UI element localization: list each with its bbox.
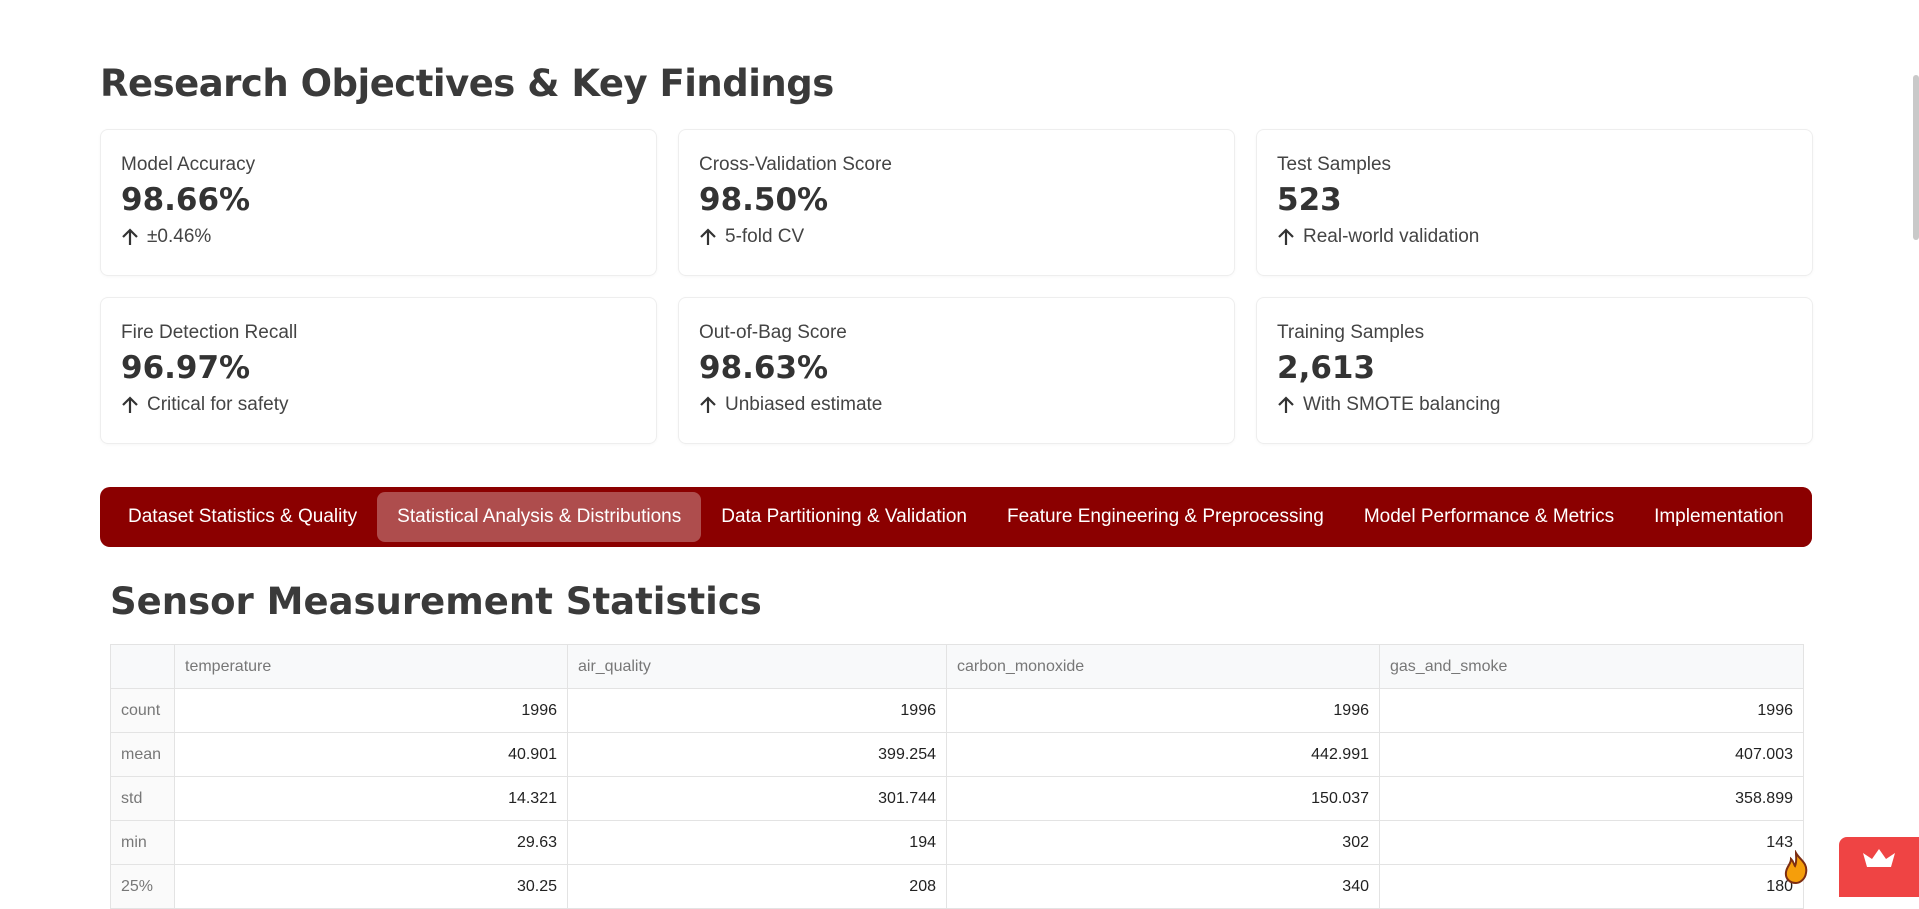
metric-card: Fire Detection Recall 96.97% Critical for … [100, 297, 657, 444]
arrow-up-icon [122, 396, 138, 413]
metric-label: Fire Detection Recall [121, 322, 298, 343]
table-cell: 340 [946, 864, 1380, 909]
metric-cards: Model Accuracy 98.66% ±0.46% Cross-Validati… [100, 129, 1813, 444]
metric-label: Training Samples [1277, 322, 1425, 343]
metric-card: Training Samples 2,613 With SMOTE balancin… [1256, 297, 1813, 444]
tab[interactable]: Statistical Analysis & Distributions [377, 492, 702, 542]
metric-card: Test Samples 523 Real-world validation [1256, 129, 1813, 276]
metric-label: Out-of-Bag Score [699, 322, 847, 343]
table-cell: 301.744 [567, 776, 947, 821]
table-row: count 1996 1996 1996 1996 [110, 688, 1804, 733]
metric-note: Real-world validation [1277, 226, 1792, 248]
metric-note-text: 5-fold CV [725, 226, 805, 247]
table-cell: 1996 [946, 688, 1380, 733]
crown-icon [1863, 849, 1895, 867]
tab[interactable]: Implementation [1654, 506, 1784, 527]
metric-note-text: With SMOTE balancing [1303, 394, 1501, 415]
table-cell: 1996 [174, 688, 568, 733]
row-label: std [110, 776, 175, 821]
row-label: min [110, 820, 175, 865]
metric-value: 98.63% [699, 350, 829, 386]
table-cell: 1996 [1379, 688, 1804, 733]
arrow-up-icon [1278, 396, 1294, 413]
table-cell: 150.037 [946, 776, 1380, 821]
arrow-up-icon [700, 228, 716, 245]
tab[interactable]: Data Partitioning & Validation [721, 506, 967, 527]
table-cell: 358.899 [1379, 776, 1804, 821]
table-row: mean 40.901 399.254 442.991 407.003 [110, 732, 1804, 777]
column-header: carbon_monoxide [946, 644, 1380, 689]
corner-cell [110, 644, 175, 689]
chat-button[interactable] [1839, 837, 1919, 897]
table-cell: 40.901 [174, 732, 568, 777]
arrow-up-icon [700, 396, 716, 413]
metric-note: Unbiased estimate [699, 394, 1214, 416]
header-row: temperature air_quality carbon_monoxide gas… [110, 644, 1804, 689]
table-row: min 29.63 194 302 143 [110, 820, 1804, 865]
section-title: Sensor Measurement Statistics [110, 580, 762, 623]
page: {"header":{"title":"Research Objectives … [100, 62, 1919, 909]
table-cell: 29.63 [174, 820, 568, 865]
table-cell: 14.321 [174, 776, 568, 821]
metric-label: Test Samples [1277, 154, 1392, 175]
page-title: Research Objectives & Key Findings [100, 62, 834, 105]
row-label: count [110, 688, 175, 733]
table-cell: 399.254 [567, 732, 947, 777]
tab-bar: Dataset Statistics & Quality Statistical … [100, 487, 1812, 547]
metric-note-text: Critical for safety [147, 394, 289, 415]
table-cell: 1996 [567, 688, 947, 733]
scrollbar [1913, 75, 1919, 240]
tab[interactable]: Model Performance & Metrics [1363, 506, 1615, 527]
table-cell: 194 [567, 820, 947, 865]
metric-value: 523 [1277, 182, 1342, 218]
column-header: gas_and_smoke [1379, 644, 1804, 689]
table-cell: 407.003 [1379, 732, 1804, 777]
row-label: mean [110, 732, 175, 777]
table-cell: 180 [1379, 864, 1804, 909]
metric-label: Cross-Validation Score [699, 154, 892, 175]
metric-card: Cross-Validation Score 98.50% 5-fold CV [678, 129, 1235, 276]
column-header: temperature [174, 644, 568, 689]
stats-table: temperature air_quality carbon_monoxide gas… [110, 644, 1804, 909]
arrow-up-icon [1278, 228, 1294, 245]
metric-card: Out-of-Bag Score 98.63% Unbiased estimate [678, 297, 1235, 444]
table-cell: 143 [1379, 820, 1804, 865]
metric-value: 2,613 [1277, 350, 1376, 386]
tab[interactable]: Dataset Statistics & Quality [128, 506, 358, 527]
table-cell: 442.991 [946, 732, 1380, 777]
metric-label: Model Accuracy [121, 154, 256, 175]
metric-value: 96.97% [121, 350, 251, 386]
table-cell: 30.25 [174, 864, 568, 909]
metric-value: 98.66% [121, 182, 251, 218]
table-row: 25% 30.25 208 340 180 [110, 864, 1804, 909]
fire-icon [1784, 850, 1808, 884]
metric-note: Critical for safety [121, 394, 636, 416]
metric-note: 5-fold CV [699, 226, 1214, 248]
metric-value: 98.50% [699, 182, 829, 218]
column-header: air_quality [567, 644, 947, 689]
metric-note-text: ±0.46% [147, 226, 212, 247]
metric-note: With SMOTE balancing [1277, 394, 1792, 416]
metric-note-text: Real-world validation [1303, 226, 1480, 247]
arrow-up-icon [122, 228, 138, 245]
row-label: 25% [110, 864, 175, 909]
table-cell: 302 [946, 820, 1380, 865]
table-row: std 14.321 301.744 150.037 358.899 [110, 776, 1804, 821]
metric-note: ±0.46% [121, 226, 636, 248]
tab[interactable]: Feature Engineering & Preprocessing [1006, 506, 1324, 527]
metric-card: Model Accuracy 98.66% ±0.46% [100, 129, 657, 276]
table-cell: 208 [567, 864, 947, 909]
metric-note-text: Unbiased estimate [725, 394, 883, 415]
